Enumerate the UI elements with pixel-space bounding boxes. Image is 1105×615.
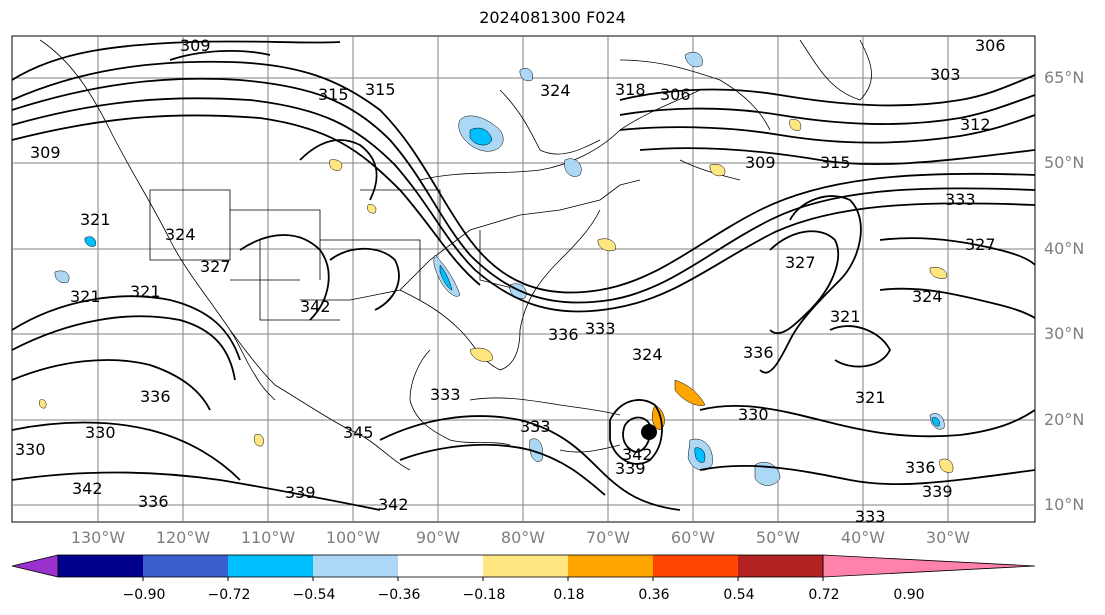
contour-label: 333 xyxy=(430,385,461,404)
colorbar-tick-label: 0.18 xyxy=(553,587,585,603)
contour-label: 321 xyxy=(855,388,886,407)
contour-label: 330 xyxy=(85,423,116,442)
colorbar-tick-label: −0.36 xyxy=(377,587,421,603)
colorbar-extend-max xyxy=(822,554,1036,578)
contour-label: 315 xyxy=(820,153,851,172)
colorbar-tick-label: 0.36 xyxy=(638,587,670,603)
contour-label: 327 xyxy=(965,235,996,254)
colorbar-segment xyxy=(568,555,653,577)
lat-label: 65°N xyxy=(1044,68,1085,87)
contour-label: 333 xyxy=(945,190,976,209)
contour-label: 333 xyxy=(520,417,551,436)
contour-label: 336 xyxy=(548,325,579,344)
contour-label: 336 xyxy=(905,458,936,477)
contour-label: 321 xyxy=(80,210,111,229)
contour-label: 330 xyxy=(15,440,46,459)
contour-label: 336 xyxy=(140,387,171,406)
colorbar-tick-label: −0.54 xyxy=(292,587,336,603)
contour-label: 324 xyxy=(912,287,943,306)
colorbar-segment xyxy=(143,555,228,577)
contour-label: 339 xyxy=(922,482,953,501)
lat-label: 20°N xyxy=(1044,410,1085,429)
contour-label: 339 xyxy=(285,483,316,502)
colorbar-extend-min xyxy=(11,554,59,578)
lat-label: 10°N xyxy=(1044,495,1085,514)
contour-label: 342 xyxy=(300,297,331,316)
contour-lines xyxy=(11,40,1036,511)
lon-label: 50°W xyxy=(755,528,801,547)
contour-label: 315 xyxy=(365,80,396,99)
contour-label: 333 xyxy=(855,507,886,526)
contour-label: 303 xyxy=(930,65,961,84)
contour-label: 306 xyxy=(660,85,691,104)
colorbar-segment xyxy=(483,555,568,577)
colorbar-tick-label: −0.18 xyxy=(462,587,506,603)
colorbar xyxy=(11,554,1036,581)
colorbar-segment xyxy=(738,555,823,577)
contour-label-group: 309 309 306 315 315 324 318 303 306 312 … xyxy=(15,36,1006,526)
contour-label: 315 xyxy=(318,85,349,104)
contour-label: 309 xyxy=(30,143,61,162)
contour-label: 333 xyxy=(585,319,616,338)
colorbar-segment xyxy=(398,555,483,577)
contour-label: 309 xyxy=(180,36,211,55)
contour-label: 336 xyxy=(743,343,774,362)
contour-label: 342 xyxy=(622,445,653,464)
colorbar-outline xyxy=(57,554,824,578)
contour-label: 321 xyxy=(830,307,861,326)
contour-label: 312 xyxy=(960,115,991,134)
contour-label: 318 xyxy=(615,80,646,99)
contour-label: 342 xyxy=(378,495,409,514)
lon-label: 100°W xyxy=(325,528,381,547)
colorbar-tick-label: 0.90 xyxy=(893,587,925,603)
colorbar-tick-label: −0.90 xyxy=(122,587,166,603)
contour-label: 321 xyxy=(130,282,161,301)
contour-label: 330 xyxy=(738,405,769,424)
contour-label: 336 xyxy=(138,492,169,511)
colorbar-segment xyxy=(313,555,398,577)
lat-label: 40°N xyxy=(1044,239,1085,258)
contour-label: 345 xyxy=(343,423,374,442)
lon-label: 30°W xyxy=(925,528,971,547)
colorbar-tick-label: 0.72 xyxy=(808,587,840,603)
colorbar-segment xyxy=(228,555,313,577)
lon-label: 40°W xyxy=(840,528,886,547)
colorbar-tick-label: 0.54 xyxy=(723,587,755,603)
lon-label: 130°W xyxy=(70,528,126,547)
map-title: 2024081300 F024 xyxy=(479,8,626,27)
contour-label: 324 xyxy=(632,345,663,364)
lon-label: 70°W xyxy=(585,528,631,547)
contour-label: 306 xyxy=(975,36,1006,55)
lon-label: 120°W xyxy=(155,528,211,547)
colorbar-tick-label: −0.72 xyxy=(207,587,251,603)
lat-label: 30°N xyxy=(1044,324,1085,343)
contour-label: 324 xyxy=(165,225,196,244)
cyclone-center-marker xyxy=(641,424,657,440)
lat-label: 50°N xyxy=(1044,153,1085,172)
contour-label: 339 xyxy=(615,459,646,478)
lon-label: 80°W xyxy=(500,528,546,547)
colorbar-segment xyxy=(653,555,738,577)
lon-label: 90°W xyxy=(415,528,461,547)
contour-label: 321 xyxy=(70,287,101,306)
colorbar-segment xyxy=(58,555,143,577)
contour-label: 327 xyxy=(200,257,231,276)
coastlines xyxy=(39,39,872,471)
contour-label: 324 xyxy=(540,81,571,100)
contour-label: 342 xyxy=(72,479,103,498)
contour-label: 327 xyxy=(785,253,816,272)
lon-label: 110°W xyxy=(240,528,296,547)
contour-label: 309 xyxy=(745,153,776,172)
lon-label: 60°W xyxy=(670,528,716,547)
